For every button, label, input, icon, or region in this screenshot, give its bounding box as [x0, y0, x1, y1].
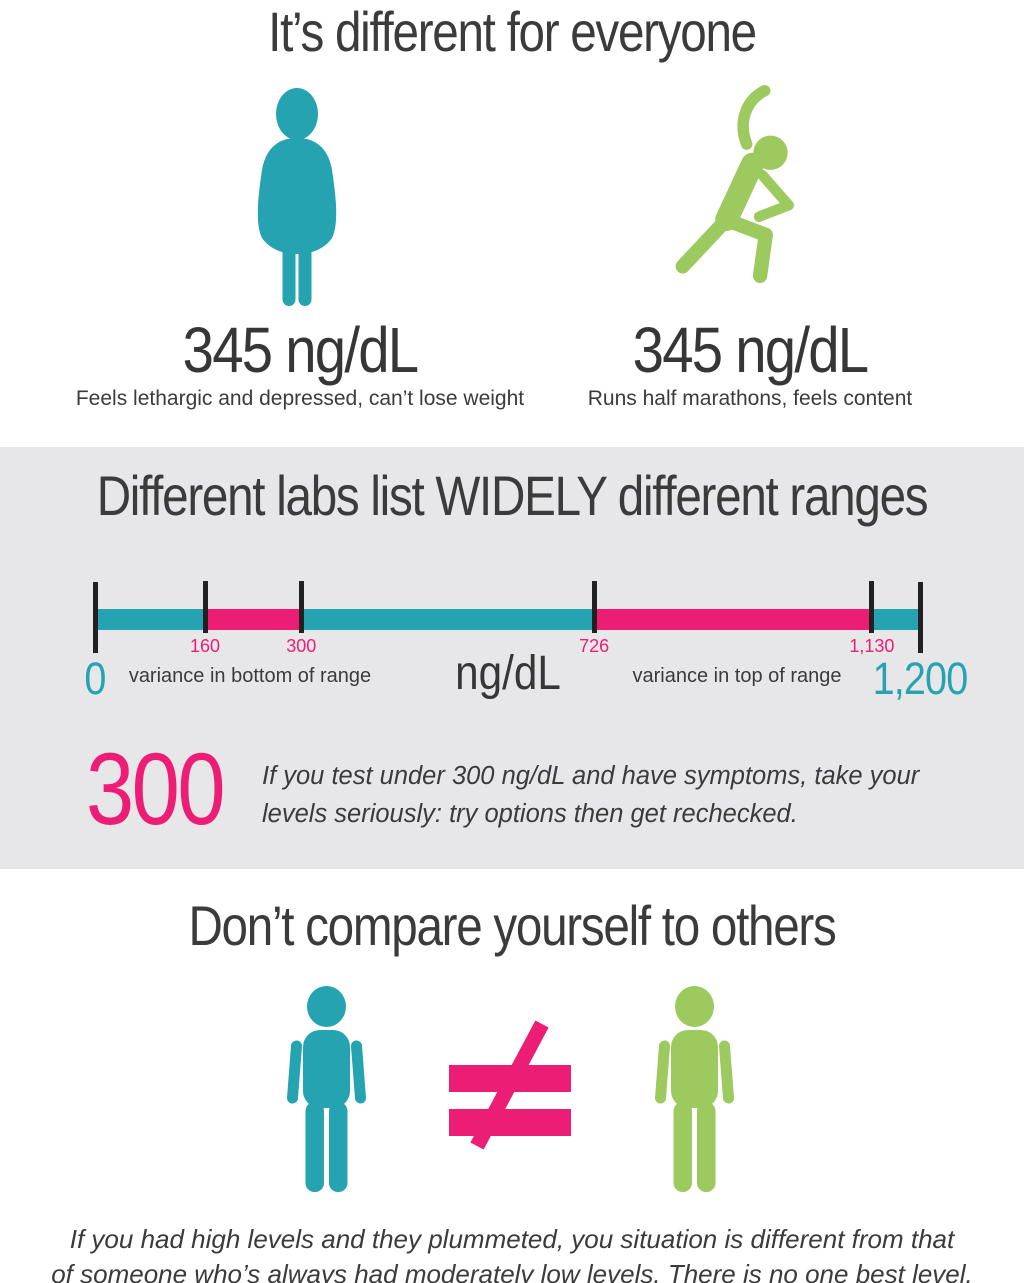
- footer-note: If you had high levels and they plummete…: [0, 1222, 1024, 1283]
- ranges-section-background: [0, 447, 1024, 869]
- section-title-everyone: It’s different for everyone: [268, 0, 757, 63]
- exercising-person-icon: [675, 84, 794, 284]
- footer-note-line-2: of someone who’s always had moderately l…: [51, 1259, 973, 1283]
- section-title-compare: Don’t compare yourself to others: [188, 894, 836, 957]
- overweight-person-icon: [257, 88, 337, 306]
- callout-text-line-1: If you test under 300 ng/dL and have sym…: [262, 762, 920, 790]
- callout-threshold-number: 300: [86, 732, 226, 846]
- left-person-value: 345 ng/dL: [182, 314, 419, 386]
- top-variance-label: variance in top of range: [632, 665, 842, 687]
- section-title-ranges: Different labs list WIDELY different ran…: [96, 464, 929, 527]
- right-person-value: 345 ng/dL: [632, 314, 869, 386]
- callout-text-line-2: levels seriously: try options then get r…: [262, 800, 798, 828]
- unit-label: ng/dL: [455, 647, 561, 700]
- left-person-caption: Feels lethargic and depressed, can’t los…: [75, 387, 525, 410]
- callout-text: If you test under 300 ng/dL and have sym…: [262, 757, 919, 833]
- bottom-variance-label: variance in bottom of range: [128, 665, 372, 687]
- standing-person-teal-icon: [287, 986, 366, 1192]
- right-person-caption: Runs half marathons, feels content: [587, 387, 913, 410]
- footer-note-line-1: If you had high levels and they plummete…: [69, 1224, 955, 1254]
- not-equal-icon: [449, 1020, 571, 1150]
- standing-person-green-icon: [655, 986, 734, 1192]
